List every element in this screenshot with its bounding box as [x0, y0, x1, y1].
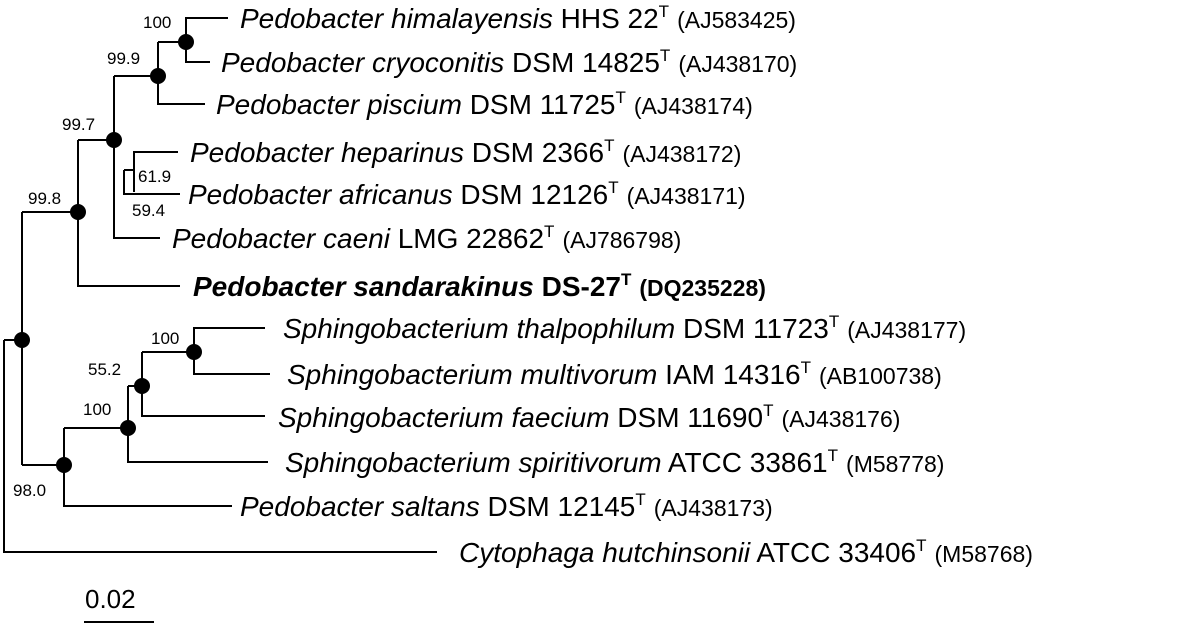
type-strain-mark: T — [916, 536, 926, 555]
taxon-label-highlighted: Pedobacter sandarakinus DS-27T (DQ235228) — [193, 270, 766, 302]
type-strain-mark: T — [635, 490, 645, 509]
node-himalayensis-cryoconitis — [178, 34, 194, 50]
bootstrap-values: 100 99.9 99.7 61.9 59.4 99.8 100 55.2 10… — [13, 13, 179, 500]
bootstrap-label: 61.9 — [138, 167, 171, 186]
bootstrap-label: 100 — [143, 13, 171, 32]
taxon-strain: LMG 22862 — [398, 223, 544, 254]
taxon-label: Pedobacter cryoconitis DSM 14825T (AJ4381… — [221, 46, 797, 78]
taxon-accession: (AJ438176) — [781, 406, 900, 432]
bootstrap-label: 99.7 — [62, 115, 95, 134]
node-pedobacter-core — [106, 132, 122, 148]
taxon-label: Sphingobacterium spiritivorum ATCC 33861… — [285, 446, 944, 478]
bootstrap-label: 100 — [83, 400, 111, 419]
type-strain-mark: T — [660, 46, 670, 65]
taxon-accession: (AB100738) — [819, 363, 942, 389]
taxon-name: Pedobacter cryoconitis — [221, 47, 504, 78]
branch-heparinus-africanus — [123, 151, 180, 195]
bootstrap-label: 99.8 — [28, 189, 61, 208]
bootstrap-label: 98.0 — [13, 481, 46, 500]
node-with-faecium — [134, 378, 150, 394]
type-strain-mark: T — [621, 270, 632, 289]
taxon-name: Sphingobacterium faecium — [278, 402, 610, 433]
taxon-label: Sphingobacterium faecium DSM 11690T (AJ43… — [278, 401, 900, 433]
bootstrap-label: 99.9 — [107, 49, 140, 68]
type-strain-mark: T — [659, 2, 669, 21]
taxon-name: Cytophaga hutchinsonii — [459, 537, 751, 568]
taxon-name: Sphingobacterium multivorum — [287, 359, 657, 390]
taxon-accession: (AJ438171) — [627, 183, 746, 209]
node-with-saltans — [56, 457, 72, 473]
bootstrap-label: 100 — [151, 329, 179, 348]
taxon-strain: DSM 2366 — [472, 137, 604, 168]
node-thalpophilum-multivorum — [186, 344, 202, 360]
taxon-accession: (DQ235228) — [639, 275, 766, 301]
branch-sphingo-core — [64, 386, 268, 463]
type-strain-mark: T — [544, 222, 554, 241]
node-with-spiritivorum — [120, 420, 136, 436]
taxon-name: Pedobacter heparinus — [190, 137, 464, 168]
taxon-label: Pedobacter piscium DSM 11725T (AJ438174) — [216, 88, 753, 120]
taxon-label: Pedobacter africanus DSM 12126T (AJ438171… — [188, 178, 746, 210]
node-with-sandarakinus — [70, 204, 86, 220]
taxon-strain: ATCC 33406 — [756, 537, 916, 568]
taxon-label: Cytophaga hutchinsonii ATCC 33406T (M5876… — [459, 536, 1033, 568]
type-strain-mark: T — [615, 88, 625, 107]
type-strain-mark: T — [763, 401, 773, 420]
taxon-accession: (AJ438170) — [678, 51, 797, 77]
taxon-name: Pedobacter caeni — [172, 223, 391, 254]
type-strain-mark: T — [801, 358, 811, 377]
taxon-name: Pedobacter sandarakinus — [193, 271, 534, 302]
taxon-strain: DSM 11723 — [683, 313, 829, 344]
taxon-accession: (AJ438172) — [622, 141, 741, 167]
taxon-labels: Pedobacter himalayensis HHS 22T (AJ583425… — [172, 2, 1033, 568]
bootstrap-label: 55.2 — [88, 360, 121, 379]
taxon-strain: ATCC 33861 — [668, 447, 828, 478]
bootstrap-label: 59.4 — [132, 201, 165, 220]
taxon-label: Pedobacter saltans DSM 12145T (AJ438173) — [240, 490, 773, 522]
taxon-strain: DSM 11690 — [617, 402, 763, 433]
tree-nodes — [14, 34, 202, 473]
taxon-label: Sphingobacterium thalpophilum DSM 11723T… — [283, 312, 966, 344]
branch-root — [3, 340, 437, 553]
type-strain-mark: T — [829, 312, 839, 331]
type-strain-mark: T — [828, 446, 838, 465]
taxon-strain: DS-27 — [542, 271, 621, 302]
taxon-accession: (M58768) — [935, 541, 1033, 567]
type-strain-mark: T — [608, 178, 618, 197]
taxon-strain: IAM 14316 — [665, 359, 800, 390]
taxon-label: Pedobacter caeni LMG 22862T (AJ786798) — [172, 222, 681, 254]
taxon-name: Pedobacter saltans — [240, 491, 480, 522]
taxon-accession: (M58778) — [846, 451, 944, 477]
taxon-strain: HHS 22 — [561, 3, 659, 34]
taxon-label: Sphingobacterium multivorum IAM 14316T (A… — [287, 358, 942, 390]
taxon-name: Pedobacter piscium — [216, 89, 462, 120]
taxon-name: Sphingobacterium thalpophilum — [283, 313, 675, 344]
type-strain-mark: T — [604, 136, 614, 155]
taxon-label: Pedobacter himalayensis HHS 22T (AJ583425… — [240, 2, 796, 34]
taxon-accession: (AJ438174) — [634, 93, 753, 119]
taxon-label: Pedobacter heparinus DSM 2366T (AJ438172) — [190, 136, 741, 168]
taxon-accession: (AJ786798) — [562, 227, 681, 253]
scale-bar-label: 0.02 — [85, 584, 136, 614]
taxon-strain: DSM 12126 — [460, 179, 608, 210]
taxon-strain: DSM 12145 — [488, 491, 636, 522]
scale-bar: 0.02 — [84, 584, 154, 623]
taxon-name: Sphingobacterium spiritivorum — [285, 447, 662, 478]
taxon-accession: (AJ583425) — [677, 7, 796, 33]
taxon-name: Pedobacter africanus — [188, 179, 453, 210]
node-with-piscium — [150, 68, 166, 84]
taxon-strain: DSM 11725 — [470, 89, 616, 120]
taxon-accession: (AJ438177) — [847, 317, 966, 343]
taxon-strain: DSM 14825 — [512, 47, 660, 78]
node-root — [14, 332, 30, 348]
taxon-accession: (AJ438173) — [654, 495, 773, 521]
taxon-name: Pedobacter himalayensis — [240, 3, 553, 34]
